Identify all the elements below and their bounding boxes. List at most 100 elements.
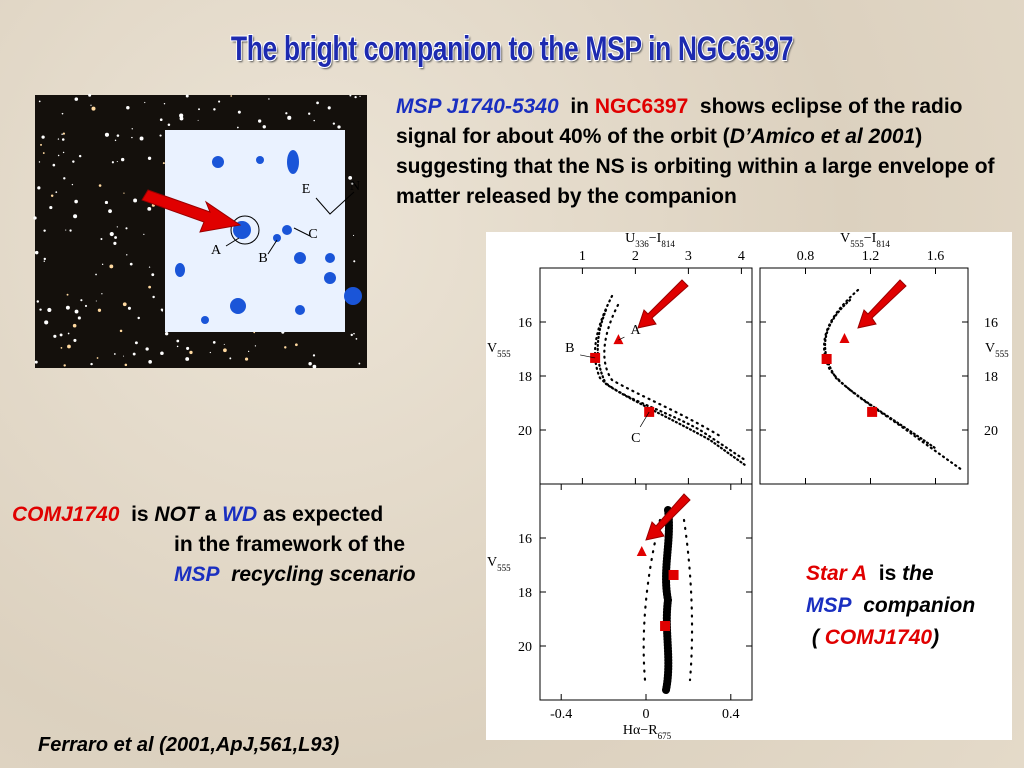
star — [108, 209, 112, 214]
star — [41, 135, 45, 139]
star — [52, 163, 56, 167]
finder-circle — [230, 215, 260, 245]
star — [66, 293, 69, 296]
star — [257, 119, 262, 123]
star — [61, 138, 65, 141]
star — [38, 100, 41, 103]
left-note: COMJ1740 is NOT a WD as expected in the … — [12, 500, 492, 590]
star — [57, 154, 60, 157]
star — [74, 199, 78, 204]
star — [287, 115, 292, 120]
star-marker — [636, 546, 647, 557]
star — [50, 194, 54, 197]
star — [90, 104, 92, 106]
object-name: COMJ1740 — [12, 503, 120, 526]
text: in the framework of the — [174, 533, 406, 556]
star-pointer — [580, 354, 596, 359]
star — [316, 101, 319, 105]
star — [148, 266, 151, 268]
x-tick-label: 0 — [643, 707, 650, 722]
star — [148, 285, 152, 289]
chart-area — [486, 232, 1012, 740]
star-pointer — [639, 411, 650, 428]
star-label: C — [631, 431, 640, 446]
star — [159, 118, 163, 122]
star — [162, 162, 165, 165]
star — [129, 262, 133, 266]
star-note: Star A is the MSP companion ( COMJ1740) — [806, 558, 1021, 654]
x-tick-label: 4 — [738, 249, 745, 264]
star — [78, 154, 82, 158]
star — [95, 273, 97, 276]
x-tick-label: 3 — [685, 249, 692, 264]
axis-label-part: U — [625, 231, 635, 246]
star — [67, 332, 70, 335]
star — [223, 348, 227, 353]
y-tick-label: 16 — [518, 532, 532, 547]
star — [236, 126, 239, 129]
text: NOT — [154, 503, 199, 526]
text: MSP — [174, 563, 220, 586]
starfield-stars — [33, 93, 361, 369]
star — [152, 295, 155, 299]
text: COMJ1740 — [824, 626, 933, 649]
star — [67, 344, 71, 349]
star — [101, 263, 104, 266]
star — [163, 103, 166, 105]
axis-label-sub: 814 — [876, 239, 890, 249]
star — [124, 363, 128, 367]
star — [160, 308, 164, 311]
star — [113, 241, 117, 245]
star — [144, 101, 146, 104]
star — [198, 108, 200, 111]
star — [353, 260, 356, 263]
star — [114, 139, 117, 142]
axis-label-sub: 814 — [661, 239, 675, 249]
axis-label-part: Hα−R — [623, 723, 658, 738]
star — [165, 332, 169, 336]
star-marker — [821, 353, 832, 364]
star — [62, 132, 66, 135]
axis-label: V555 — [487, 341, 511, 359]
star — [71, 183, 74, 186]
star — [88, 93, 92, 97]
x-tick-label: 1.6 — [927, 249, 945, 264]
finder-blobs — [175, 150, 362, 324]
star — [61, 112, 64, 115]
text: recycling scenario — [231, 563, 416, 586]
star — [96, 357, 99, 359]
y-tick-label: 16 — [984, 316, 998, 331]
axis-label-sub: 555 — [995, 349, 1009, 359]
star-marker — [613, 334, 624, 345]
finder-pointers — [225, 191, 355, 255]
star — [312, 354, 316, 357]
star — [131, 128, 133, 130]
star — [131, 136, 133, 139]
y-tick-label: 18 — [518, 370, 532, 385]
x-tick-label: 0.8 — [797, 249, 815, 264]
text: WD — [222, 503, 258, 526]
star — [53, 334, 57, 338]
star — [312, 364, 317, 369]
star — [63, 364, 66, 367]
star — [126, 105, 130, 110]
star — [100, 238, 103, 241]
axis-label: U336−I814 — [625, 231, 675, 249]
star — [90, 362, 93, 366]
axis-label-sub: 555 — [497, 563, 511, 573]
star — [109, 264, 114, 269]
axis-label-part: V — [487, 555, 497, 570]
text: ) — [932, 626, 940, 649]
star — [295, 343, 298, 347]
star — [65, 305, 70, 310]
star — [189, 350, 193, 355]
star-marker — [839, 333, 850, 344]
y-tick-label: 18 — [518, 586, 532, 601]
text: the — [902, 562, 934, 585]
star — [34, 360, 38, 364]
star — [36, 300, 40, 303]
text: as expected — [262, 503, 384, 526]
axis-label-part: −I — [649, 231, 662, 246]
star — [308, 112, 311, 115]
star — [104, 200, 109, 205]
